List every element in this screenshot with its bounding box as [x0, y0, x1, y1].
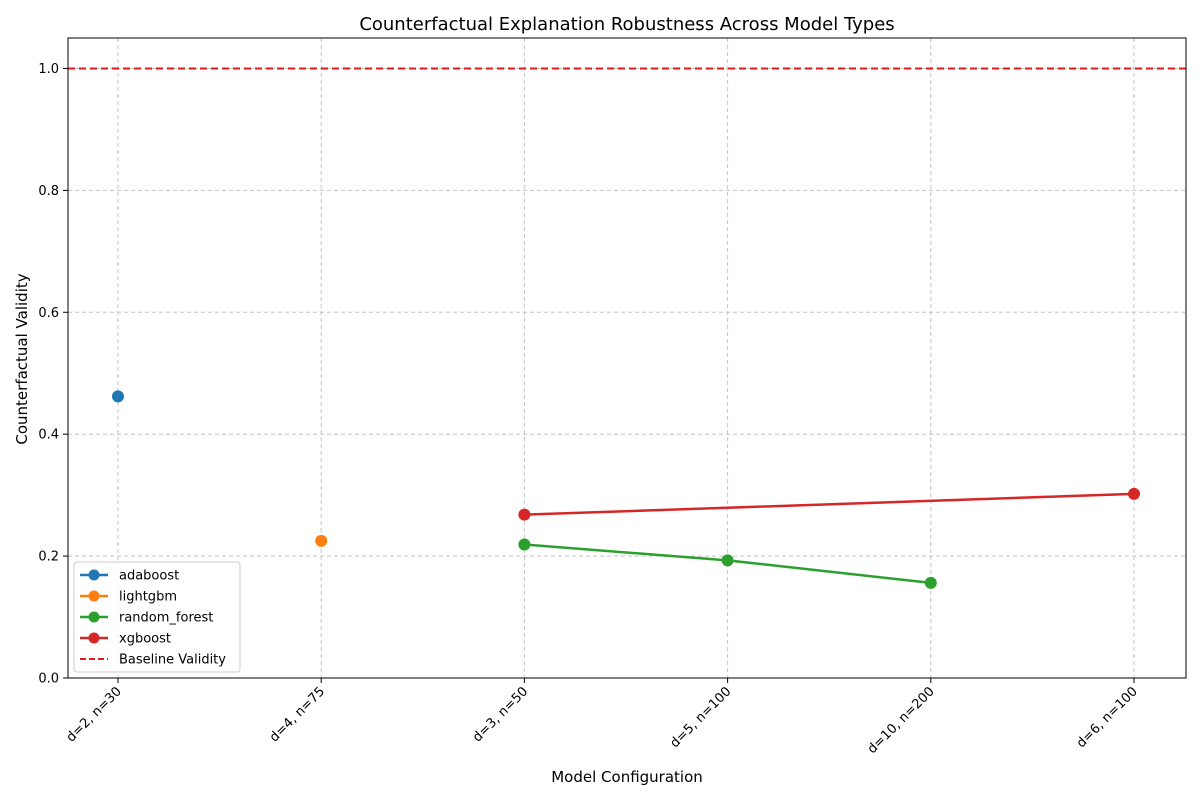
- legend-marker: [88, 632, 100, 644]
- data-point: [1128, 487, 1140, 500]
- series-xgboost: [518, 487, 1140, 521]
- series-line: [524, 492, 1135, 516]
- y-tick-label: 0.6: [38, 306, 59, 321]
- legend-marker: [88, 569, 100, 581]
- data-point: [518, 508, 531, 521]
- legend-marker: [88, 590, 100, 602]
- y-axis: 0.0 0.2 0.4 0.6 0.8 1.0: [38, 62, 68, 687]
- legend-item: random_forest: [80, 611, 213, 626]
- x-tick-label: d=5, n=100: [668, 684, 735, 751]
- series-layer: [112, 390, 1140, 589]
- legend-item: adaboost: [80, 569, 179, 584]
- plot-frame: [67, 37, 1187, 679]
- legend-item: xgboost: [80, 632, 171, 647]
- y-axis-title: Counterfactual Validity: [13, 273, 31, 444]
- legend-item: lightgbm: [80, 590, 177, 605]
- legend-marker: [88, 611, 100, 623]
- y-tick-label: 1.0: [38, 62, 59, 77]
- data-point: [315, 534, 328, 547]
- data-point: [924, 576, 937, 589]
- y-tick-label: 0.8: [38, 184, 59, 199]
- series-lightgbm: [315, 534, 328, 547]
- y-tick-label: 0.2: [38, 550, 59, 565]
- x-tick-label: d=3, n=50: [470, 684, 531, 745]
- chart-title: Counterfactual Explanation Robustness Ac…: [359, 14, 894, 35]
- x-tick-label: d=10, n=200: [865, 684, 938, 757]
- series-adaboost: [112, 390, 124, 403]
- legend-label: random_forest: [119, 611, 213, 626]
- grid: [68, 38, 1186, 678]
- legend-box: [73, 561, 241, 673]
- x-tick-label: d=2, n=30: [64, 684, 125, 745]
- x-tick-label: d=4, n=75: [267, 684, 328, 745]
- series-random_forest: [518, 538, 937, 589]
- legend-label: Baseline Validity: [119, 653, 226, 668]
- x-axis: d=2, n=30 d=4, n=75 d=3, n=50 d=5, n=100 d=1…: [64, 678, 1141, 757]
- legend-label: lightgbm: [119, 590, 177, 605]
- data-point: [721, 554, 734, 567]
- y-tick-label: 0.0: [38, 672, 59, 687]
- legend-item: Baseline Validity: [80, 653, 226, 668]
- legend-label: adaboost: [119, 569, 179, 584]
- x-axis-title: Model Configuration: [551, 768, 703, 786]
- legend-label: xgboost: [119, 632, 171, 647]
- data-point: [518, 538, 531, 551]
- y-tick-label: 0.4: [38, 428, 59, 443]
- data-point: [112, 390, 124, 403]
- x-tick-label: d=6, n=100: [1074, 684, 1141, 751]
